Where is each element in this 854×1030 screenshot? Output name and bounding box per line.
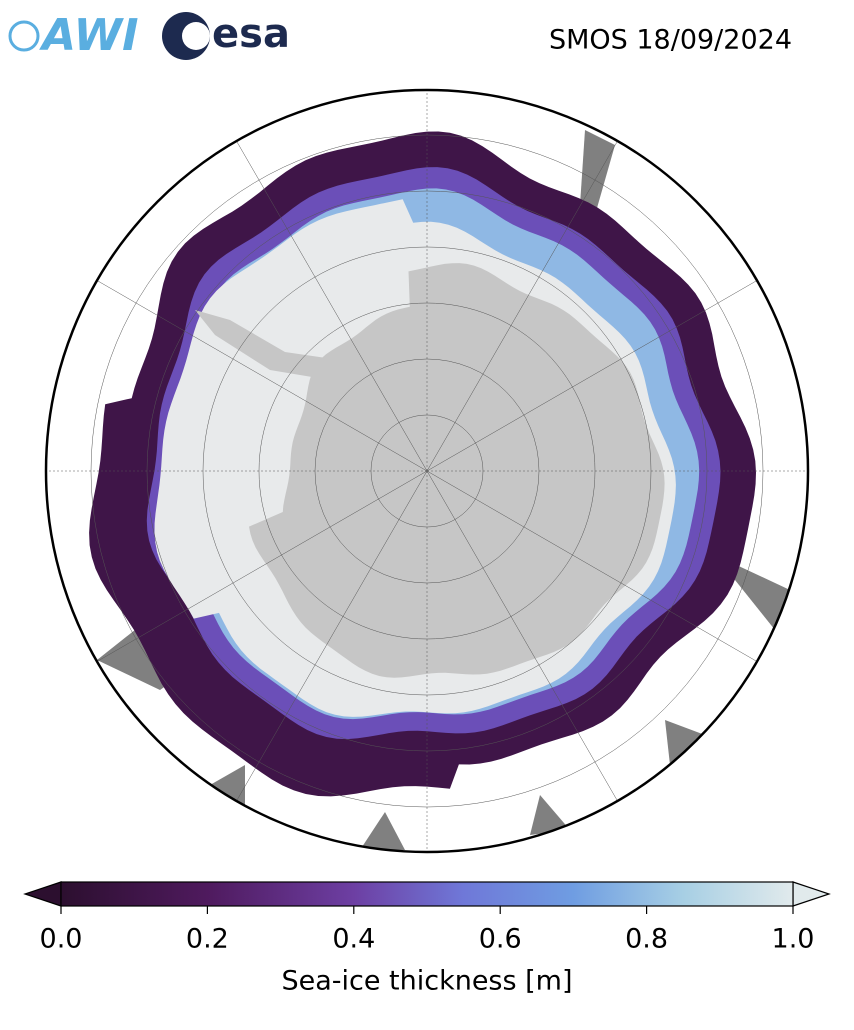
colorbar-tick-label: 1.0 bbox=[772, 924, 815, 955]
colorbar-tick-label: 0.4 bbox=[332, 924, 375, 955]
longitude-line bbox=[426, 470, 765, 667]
map-border bbox=[44, 88, 810, 854]
colorbar-tick-label: 0.0 bbox=[40, 924, 83, 955]
title: SMOS 18/09/2024 bbox=[549, 25, 792, 56]
colorbar-extend-high bbox=[792, 881, 831, 907]
awi-logo: AWI bbox=[8, 10, 139, 61]
no-data-region bbox=[665, 720, 705, 765]
no-data-region bbox=[360, 812, 405, 850]
longitude-line bbox=[231, 470, 428, 809]
colorbar-extend-low bbox=[23, 881, 62, 907]
esa-logo: esa bbox=[162, 11, 290, 60]
antarctic-peninsula bbox=[195, 310, 340, 380]
no-data-region bbox=[210, 765, 245, 805]
antarctica bbox=[249, 263, 665, 678]
colorbar-tick-label: 0.8 bbox=[625, 924, 668, 955]
longitude-line bbox=[89, 275, 428, 472]
longitude-line bbox=[89, 470, 428, 667]
colorbar-body bbox=[60, 881, 794, 907]
awi-logo-text: AWI bbox=[39, 10, 139, 61]
no-data-region bbox=[580, 130, 615, 215]
map bbox=[46, 90, 808, 852]
longitude-line bbox=[426, 470, 623, 809]
graticule bbox=[46, 90, 808, 852]
longitude-line bbox=[231, 133, 428, 472]
longitude-line bbox=[426, 133, 623, 472]
colorbar-label: Sea-ice thickness [m] bbox=[281, 966, 572, 997]
longitude-line bbox=[426, 275, 765, 472]
colorbar-tick-label: 0.2 bbox=[186, 924, 229, 955]
esa-logo-text: esa bbox=[212, 11, 290, 57]
colorbar-tick-label: 0.6 bbox=[479, 924, 522, 955]
colorbar: Sea-ice thickness [m] 0.0 0.2 0.4 0.6 0.8 1.0 bbox=[23, 881, 831, 997]
no-data-region bbox=[530, 795, 570, 835]
